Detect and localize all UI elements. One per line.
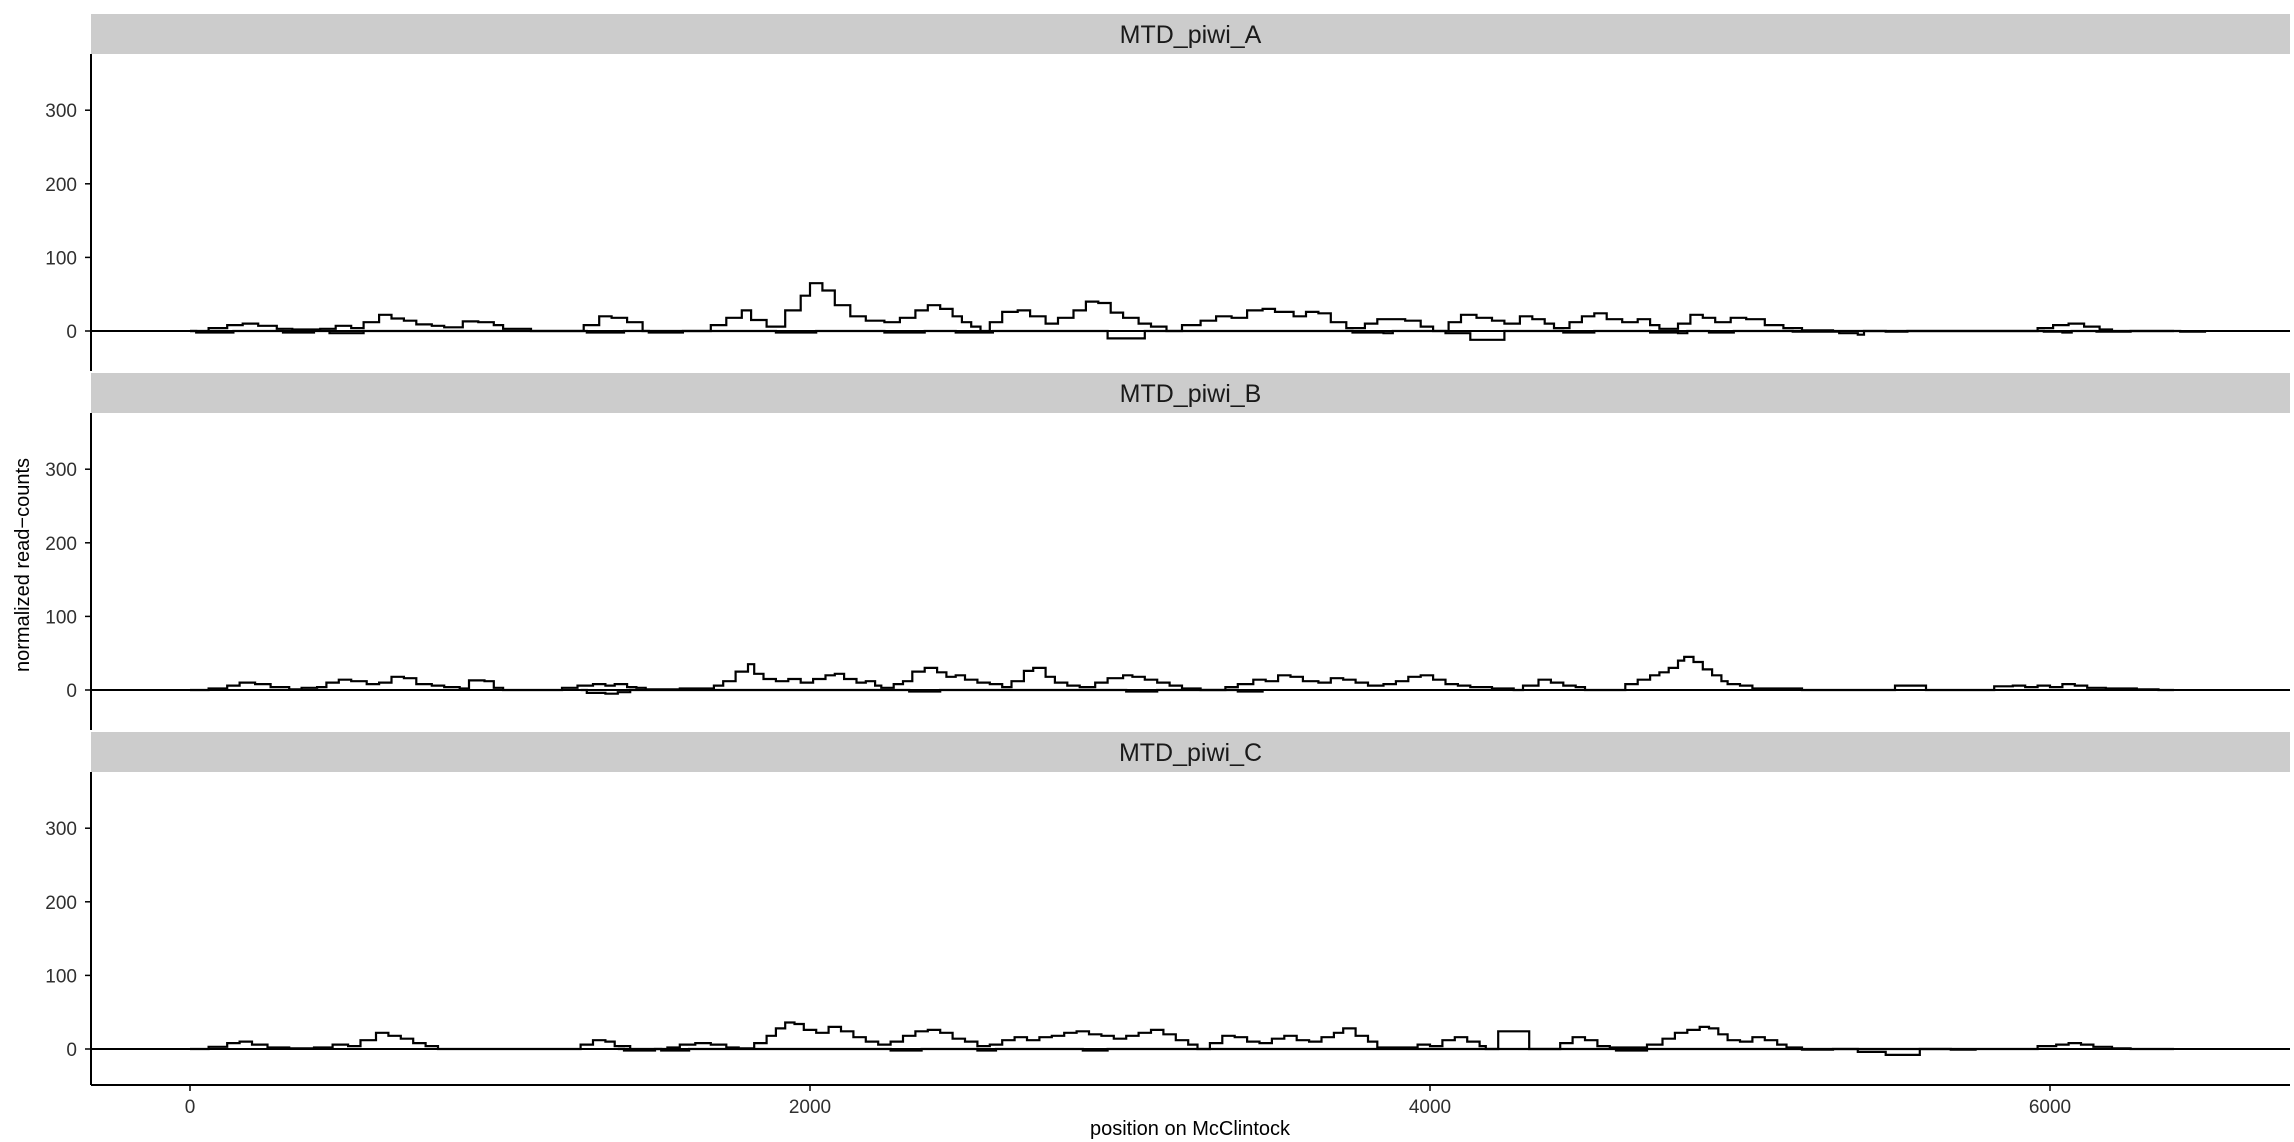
sense-coverage-line (190, 655, 2174, 692)
antisense-coverage-line (617, 1047, 1977, 1056)
facet-strip-label: MTD_piwi_C (1119, 739, 1262, 767)
facet-strip-label: MTD_piwi_B (1120, 380, 1262, 408)
facet-strip-label: MTD_piwi_A (1120, 21, 1262, 49)
y-tick-label: 100 (45, 966, 77, 987)
y-tick-label: 300 (45, 460, 77, 481)
x-axis-title: position on McClintock (1090, 1118, 1291, 1140)
y-tick-label: 100 (45, 248, 77, 269)
y-tick-label: 200 (45, 534, 77, 555)
antisense-coverage-line (190, 329, 2207, 341)
antisense-coverage-line (580, 688, 1264, 695)
facet-strip (91, 732, 2290, 772)
y-tick-label: 200 (45, 175, 77, 196)
x-tick-label: 2000 (789, 1097, 831, 1118)
panels-layer: MTD_piwi_A 0 100 200 300 MTD_piwi_B 0 100 200 300… (45, 14, 2290, 1118)
y-tick-label: 300 (45, 101, 77, 122)
y-tick-label: 300 (45, 819, 77, 840)
x-tick-label: 6000 (2029, 1097, 2071, 1118)
facet-panel: MTD_piwi_B 0 100 200 300 (45, 373, 2290, 730)
sense-coverage-line (190, 1021, 2174, 1051)
x-tick-label: 0 (185, 1097, 196, 1118)
y-tick-label: 0 (66, 681, 77, 702)
y-tick-label: 0 (66, 322, 77, 343)
y-tick-label: 200 (45, 893, 77, 914)
y-tick-label: 100 (45, 607, 77, 628)
x-tick-label: 4000 (1409, 1097, 1451, 1118)
x-axis: 0 2000 4000 6000 (91, 1084, 2290, 1118)
facet-strip (91, 373, 2290, 413)
sense-coverage-line (190, 282, 2174, 333)
facet-strip (91, 14, 2290, 54)
y-tick-label: 0 (66, 1040, 77, 1061)
facet-panel: MTD_piwi_A 0 100 200 300 (45, 14, 2290, 371)
y-axis-title: normalized read−counts (12, 458, 34, 672)
facet-panel: MTD_piwi_C 0 100 200 300 (45, 732, 2290, 1085)
